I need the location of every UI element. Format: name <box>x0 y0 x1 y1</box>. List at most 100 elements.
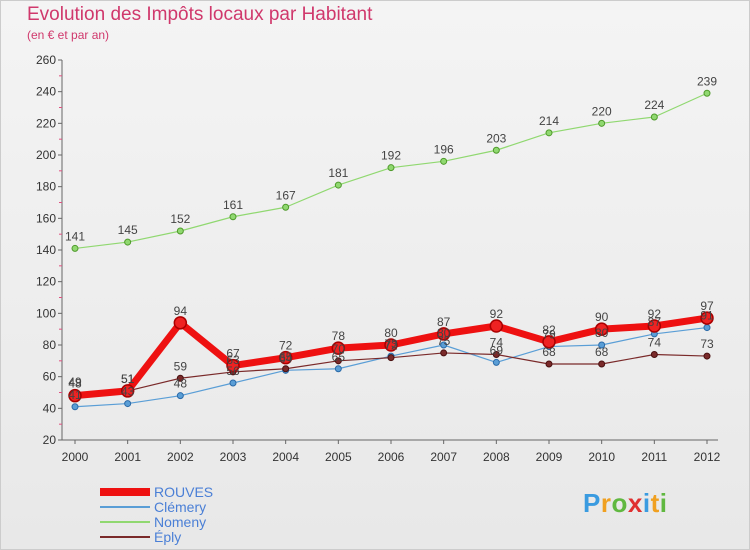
data-label-rouves: 90 <box>595 310 609 324</box>
x-tick-label: 2000 <box>62 450 89 464</box>
data-point-eply <box>598 360 606 368</box>
legend-swatch <box>100 487 150 496</box>
data-label-clemery: 69 <box>490 343 504 357</box>
data-label-rouves: 78 <box>332 329 346 343</box>
data-label-clemery: 87 <box>648 315 662 329</box>
data-label-nomeny: 196 <box>434 142 454 156</box>
legend-label: ROUVES <box>154 483 214 500</box>
data-point-eply <box>440 349 448 357</box>
data-point-nomeny <box>598 119 606 127</box>
logo-letter: r <box>600 488 612 518</box>
data-point-clemery <box>176 392 184 400</box>
legend-item-eply: Éply <box>100 528 213 545</box>
data-point-clemery <box>440 341 448 349</box>
x-tick-label: 2009 <box>536 450 563 464</box>
data-point-rouves <box>436 327 451 341</box>
data-point-nomeny <box>703 89 711 97</box>
legend-swatch <box>100 535 150 538</box>
data-point-clemery <box>598 341 606 349</box>
data-label-nomeny: 145 <box>118 223 138 237</box>
data-point-nomeny <box>176 227 184 235</box>
data-label-rouves: 97 <box>700 299 714 313</box>
x-tick-label: 2004 <box>272 450 299 464</box>
data-point-eply <box>282 365 290 373</box>
data-point-eply <box>176 374 184 382</box>
data-label-eply: 73 <box>700 337 714 351</box>
data-point-rouves <box>594 322 609 336</box>
data-label-nomeny: 161 <box>223 198 243 212</box>
logo-letter: i <box>642 488 651 518</box>
y-tick-label: 200 <box>36 148 56 162</box>
series-layer <box>68 89 714 411</box>
y-tick-label: 40 <box>43 401 57 415</box>
data-point-nomeny <box>492 146 500 154</box>
data-point-clemery <box>124 400 132 408</box>
data-label-clemery: 80 <box>437 326 451 340</box>
legend-swatch <box>100 505 150 508</box>
data-label-rouves: 87 <box>437 315 451 329</box>
data-label-eply: 63 <box>226 353 240 367</box>
data-point-nomeny <box>229 213 237 221</box>
x-tick-label: 2005 <box>325 450 352 464</box>
x-tick-label: 2011 <box>641 450 667 464</box>
data-label-rouves: 92 <box>648 307 662 321</box>
legend-item-rouves: ROUVES <box>100 483 214 500</box>
y-tick-label: 20 <box>43 433 57 447</box>
data-label-eply: 65 <box>279 350 293 364</box>
legend-swatch <box>100 520 150 523</box>
data-label-nomeny: 220 <box>592 104 612 118</box>
data-point-eply <box>492 351 500 358</box>
legend: ROUVES Clémery Nomeny Éply <box>100 483 214 545</box>
legend-label: Nomeny <box>154 513 207 530</box>
x-axis: 2000 2001 2002 2003 2004 2005 2006 2007 2008 2009… <box>62 439 721 464</box>
x-tick-label: 2010 <box>588 450 615 464</box>
data-point-nomeny <box>545 129 553 137</box>
data-point-rouves <box>384 338 398 352</box>
data-point-nomeny <box>71 244 79 252</box>
data-point-eply <box>334 357 342 365</box>
logo-letter: P <box>583 488 601 518</box>
y-tick-label: 100 <box>36 306 56 320</box>
y-tick-label: 120 <box>36 275 56 289</box>
data-label-rouves: 48 <box>68 377 82 391</box>
x-tick-label: 2006 <box>378 450 405 464</box>
data-label-nomeny: 192 <box>381 149 401 163</box>
y-tick-label: 240 <box>36 85 56 99</box>
data-label-eply: 51 <box>121 372 135 386</box>
data-label-eply: 74 <box>490 336 504 350</box>
data-point-nomeny <box>387 164 395 172</box>
y-axis: 20 40 60 80 100 120 140 160 180 200 220 240 260 <box>36 53 63 447</box>
data-label-rouves: 82 <box>542 323 556 337</box>
data-label-eply: 59 <box>174 359 188 373</box>
x-tick-label: 2008 <box>483 450 510 464</box>
data-label-clemery: 79 <box>542 328 556 342</box>
data-point-eply <box>703 352 711 360</box>
data-point-nomeny <box>334 181 342 189</box>
x-tick-label: 2001 <box>114 450 141 464</box>
data-label-nomeny: 152 <box>170 212 190 226</box>
data-label-clemery: 41 <box>68 388 82 402</box>
data-label-eply: 74 <box>648 336 662 350</box>
data-label-eply: 68 <box>542 345 556 359</box>
data-label-clemery: 65 <box>332 350 346 364</box>
proxiti-logo: Proxiti <box>583 488 667 519</box>
y-tick-label: 260 <box>36 53 56 67</box>
data-label-clemery: 43 <box>121 385 135 399</box>
data-label-eply: 49 <box>68 375 82 389</box>
data-point-rouves <box>700 311 714 325</box>
data-label-clemery: 73 <box>384 337 398 351</box>
legend-label: Éply <box>154 528 182 545</box>
legend-item-nomeny: Nomeny <box>100 513 213 530</box>
data-point-nomeny <box>124 238 132 246</box>
data-point-eply <box>650 351 658 358</box>
data-label-nomeny: 203 <box>486 131 506 145</box>
legend-item-clemery: Clémery <box>100 499 213 515</box>
data-point-rouves <box>173 316 188 330</box>
data-label-nomeny: 239 <box>697 74 717 88</box>
y-tick-label: 80 <box>43 338 57 352</box>
data-point-nomeny <box>650 113 658 121</box>
data-point-eply <box>545 360 553 368</box>
data-label-rouves: 92 <box>490 307 504 321</box>
